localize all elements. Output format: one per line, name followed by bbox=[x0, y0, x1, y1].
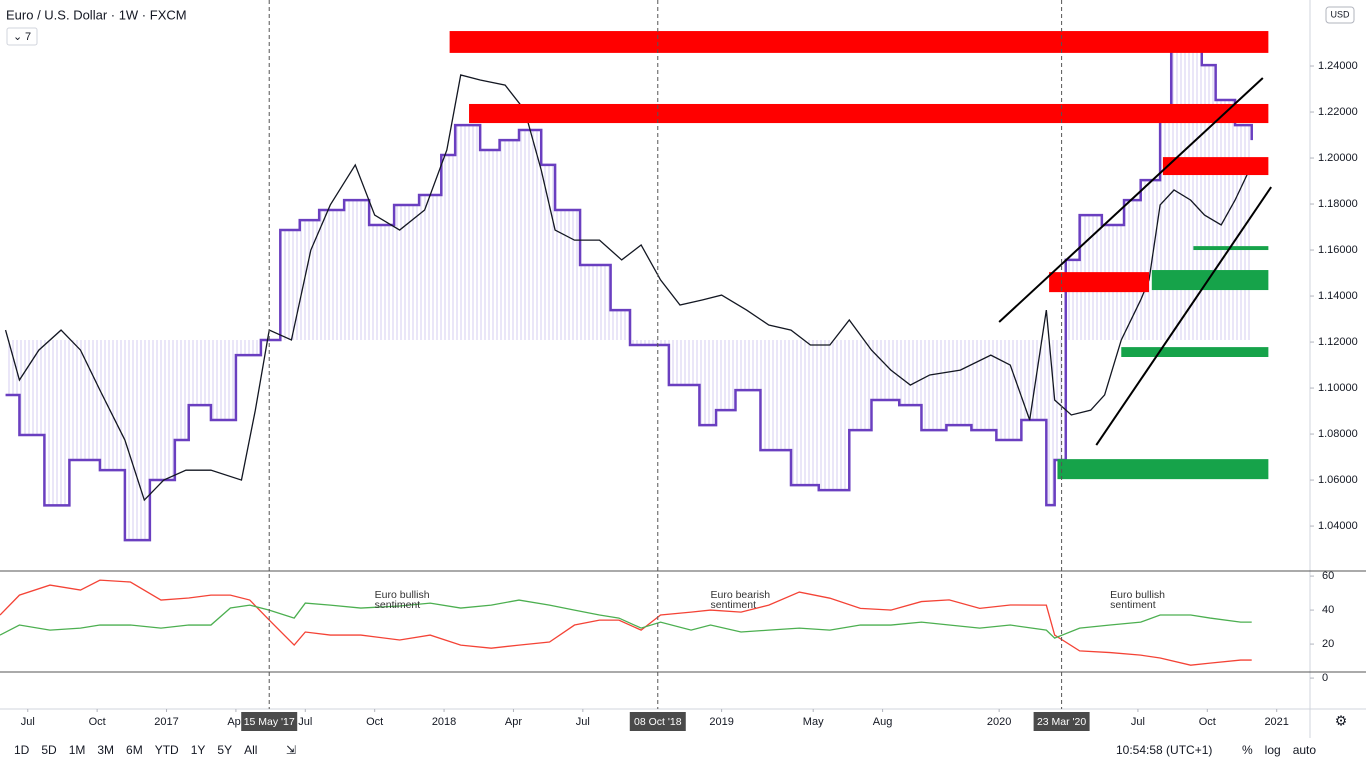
range-button[interactable]: 1M bbox=[68, 743, 86, 757]
x-tick-label: 2017 bbox=[154, 716, 178, 728]
y-tick-label: 1.14000 bbox=[1318, 290, 1358, 302]
event-label-bg bbox=[1033, 712, 1090, 731]
x-tick-label: Apr bbox=[505, 716, 522, 728]
event-label-bg bbox=[241, 712, 298, 731]
zone bbox=[449, 31, 1269, 53]
x-tick-label: 2021 bbox=[1264, 716, 1288, 728]
event-label: 15 May '17 bbox=[244, 716, 295, 728]
annotation: Euro bearish sentiment bbox=[711, 589, 771, 611]
zone bbox=[1121, 347, 1269, 357]
x-tick-label: Oct bbox=[89, 716, 106, 728]
y-tick-label: 1.04000 bbox=[1318, 520, 1358, 532]
range-button[interactable]: 3M bbox=[97, 743, 115, 757]
chart: 1.04000 1.06000 1.08000 1.10000 1.12000 1.140… bbox=[0, 0, 1366, 738]
trendline bbox=[1095, 186, 1272, 446]
y-tick-label: 1.20000 bbox=[1318, 152, 1358, 164]
x-tick-label: Jul bbox=[576, 716, 590, 728]
y-tick-label: 0 bbox=[1322, 672, 1328, 684]
annotation: Euro bullish sentiment bbox=[1110, 589, 1165, 611]
range-button[interactable]: 5D bbox=[41, 743, 57, 757]
x-tick-label: 2020 bbox=[987, 716, 1011, 728]
zone bbox=[1057, 459, 1269, 480]
clock: 10:54:58 (UTC+1) bbox=[1116, 743, 1213, 757]
zone bbox=[469, 103, 1269, 124]
currency-badge[interactable] bbox=[1325, 6, 1355, 24]
indicator-line bbox=[5, 33, 1253, 542]
currency: USD bbox=[1330, 9, 1350, 19]
range-button[interactable]: 6M bbox=[126, 743, 143, 757]
price-line bbox=[4, 74, 1253, 502]
annotation-line: Euro bearish bbox=[711, 589, 771, 601]
y-tick-label: 1.06000 bbox=[1318, 474, 1358, 486]
y-tick-label: 1.24000 bbox=[1318, 60, 1358, 72]
x-tick-label: Aug bbox=[873, 716, 893, 728]
x-tick-label: 2019 bbox=[709, 716, 733, 728]
annotation-line: Euro bullish bbox=[1110, 589, 1165, 601]
chart-title: Euro / U.S. Dollar · 1W · FXCM bbox=[6, 7, 187, 22]
collapse-icon: ⌄ bbox=[13, 31, 22, 43]
settings-icon[interactable]: ⚙ bbox=[1335, 713, 1348, 729]
x-tick-label: Apr bbox=[227, 716, 244, 728]
x-tick-label: 2018 bbox=[432, 716, 456, 728]
y-tick-label: 1.16000 bbox=[1318, 244, 1358, 256]
range-button[interactable]: 5Y bbox=[217, 743, 233, 757]
annotation-line: sentiment bbox=[375, 599, 421, 611]
annotation: Euro bullish sentiment bbox=[375, 589, 430, 611]
x-tick-label: Jul bbox=[21, 716, 35, 728]
y-tick-label: 20 bbox=[1322, 638, 1334, 650]
y-tick-label: 40 bbox=[1322, 604, 1334, 616]
y-tick-label: 1.08000 bbox=[1318, 428, 1358, 440]
indicator-toggle[interactable] bbox=[6, 27, 38, 46]
range-button[interactable]: 1Y bbox=[190, 743, 206, 757]
range-button[interactable]: 1D bbox=[14, 743, 30, 757]
scale-option[interactable]: log bbox=[1264, 743, 1281, 757]
range-button[interactable]: All bbox=[244, 743, 258, 757]
x-tick-label: Oct bbox=[1199, 716, 1216, 728]
event-label-bg bbox=[629, 712, 686, 731]
y-tick-label: 1.10000 bbox=[1318, 382, 1358, 394]
price-line bbox=[0, 579, 1252, 666]
y-tick-label: 1.12000 bbox=[1318, 336, 1358, 348]
event-label: 23 Mar '20 bbox=[1037, 716, 1086, 728]
price-line bbox=[0, 599, 1252, 639]
scale-option[interactable]: % bbox=[1242, 743, 1253, 757]
scale-options: % log auto bbox=[1242, 739, 1328, 761]
event-label: 08 Oct '18 bbox=[634, 716, 682, 728]
range-bar: 1D 5D 1M 3M 6M YTD 1Y 5Y All bbox=[14, 739, 269, 761]
x-tick-label: May bbox=[803, 716, 824, 728]
y-tick-label: 60 bbox=[1322, 570, 1334, 582]
y-tick-label: 1.22000 bbox=[1318, 106, 1358, 118]
zone bbox=[1162, 157, 1269, 176]
zone bbox=[1151, 270, 1269, 291]
y-tick-label: 1.18000 bbox=[1318, 198, 1358, 210]
trendline bbox=[998, 77, 1264, 323]
x-tick-label: Jul bbox=[1131, 716, 1145, 728]
annotation-line: sentiment bbox=[711, 599, 757, 611]
indicator-count[interactable]: 7 bbox=[25, 31, 31, 43]
zone bbox=[1049, 272, 1150, 293]
annotation-line: sentiment bbox=[1110, 599, 1156, 611]
x-tick-label: Jul bbox=[298, 716, 312, 728]
indicator-area bbox=[5, 34, 1252, 541]
annotation-line: Euro bullish bbox=[375, 589, 430, 601]
range-button[interactable]: YTD bbox=[154, 743, 179, 757]
x-tick-label: Oct bbox=[366, 716, 383, 728]
scale-option[interactable]: auto bbox=[1292, 743, 1317, 757]
date-range-icon[interactable]: ⇲ bbox=[286, 743, 297, 757]
